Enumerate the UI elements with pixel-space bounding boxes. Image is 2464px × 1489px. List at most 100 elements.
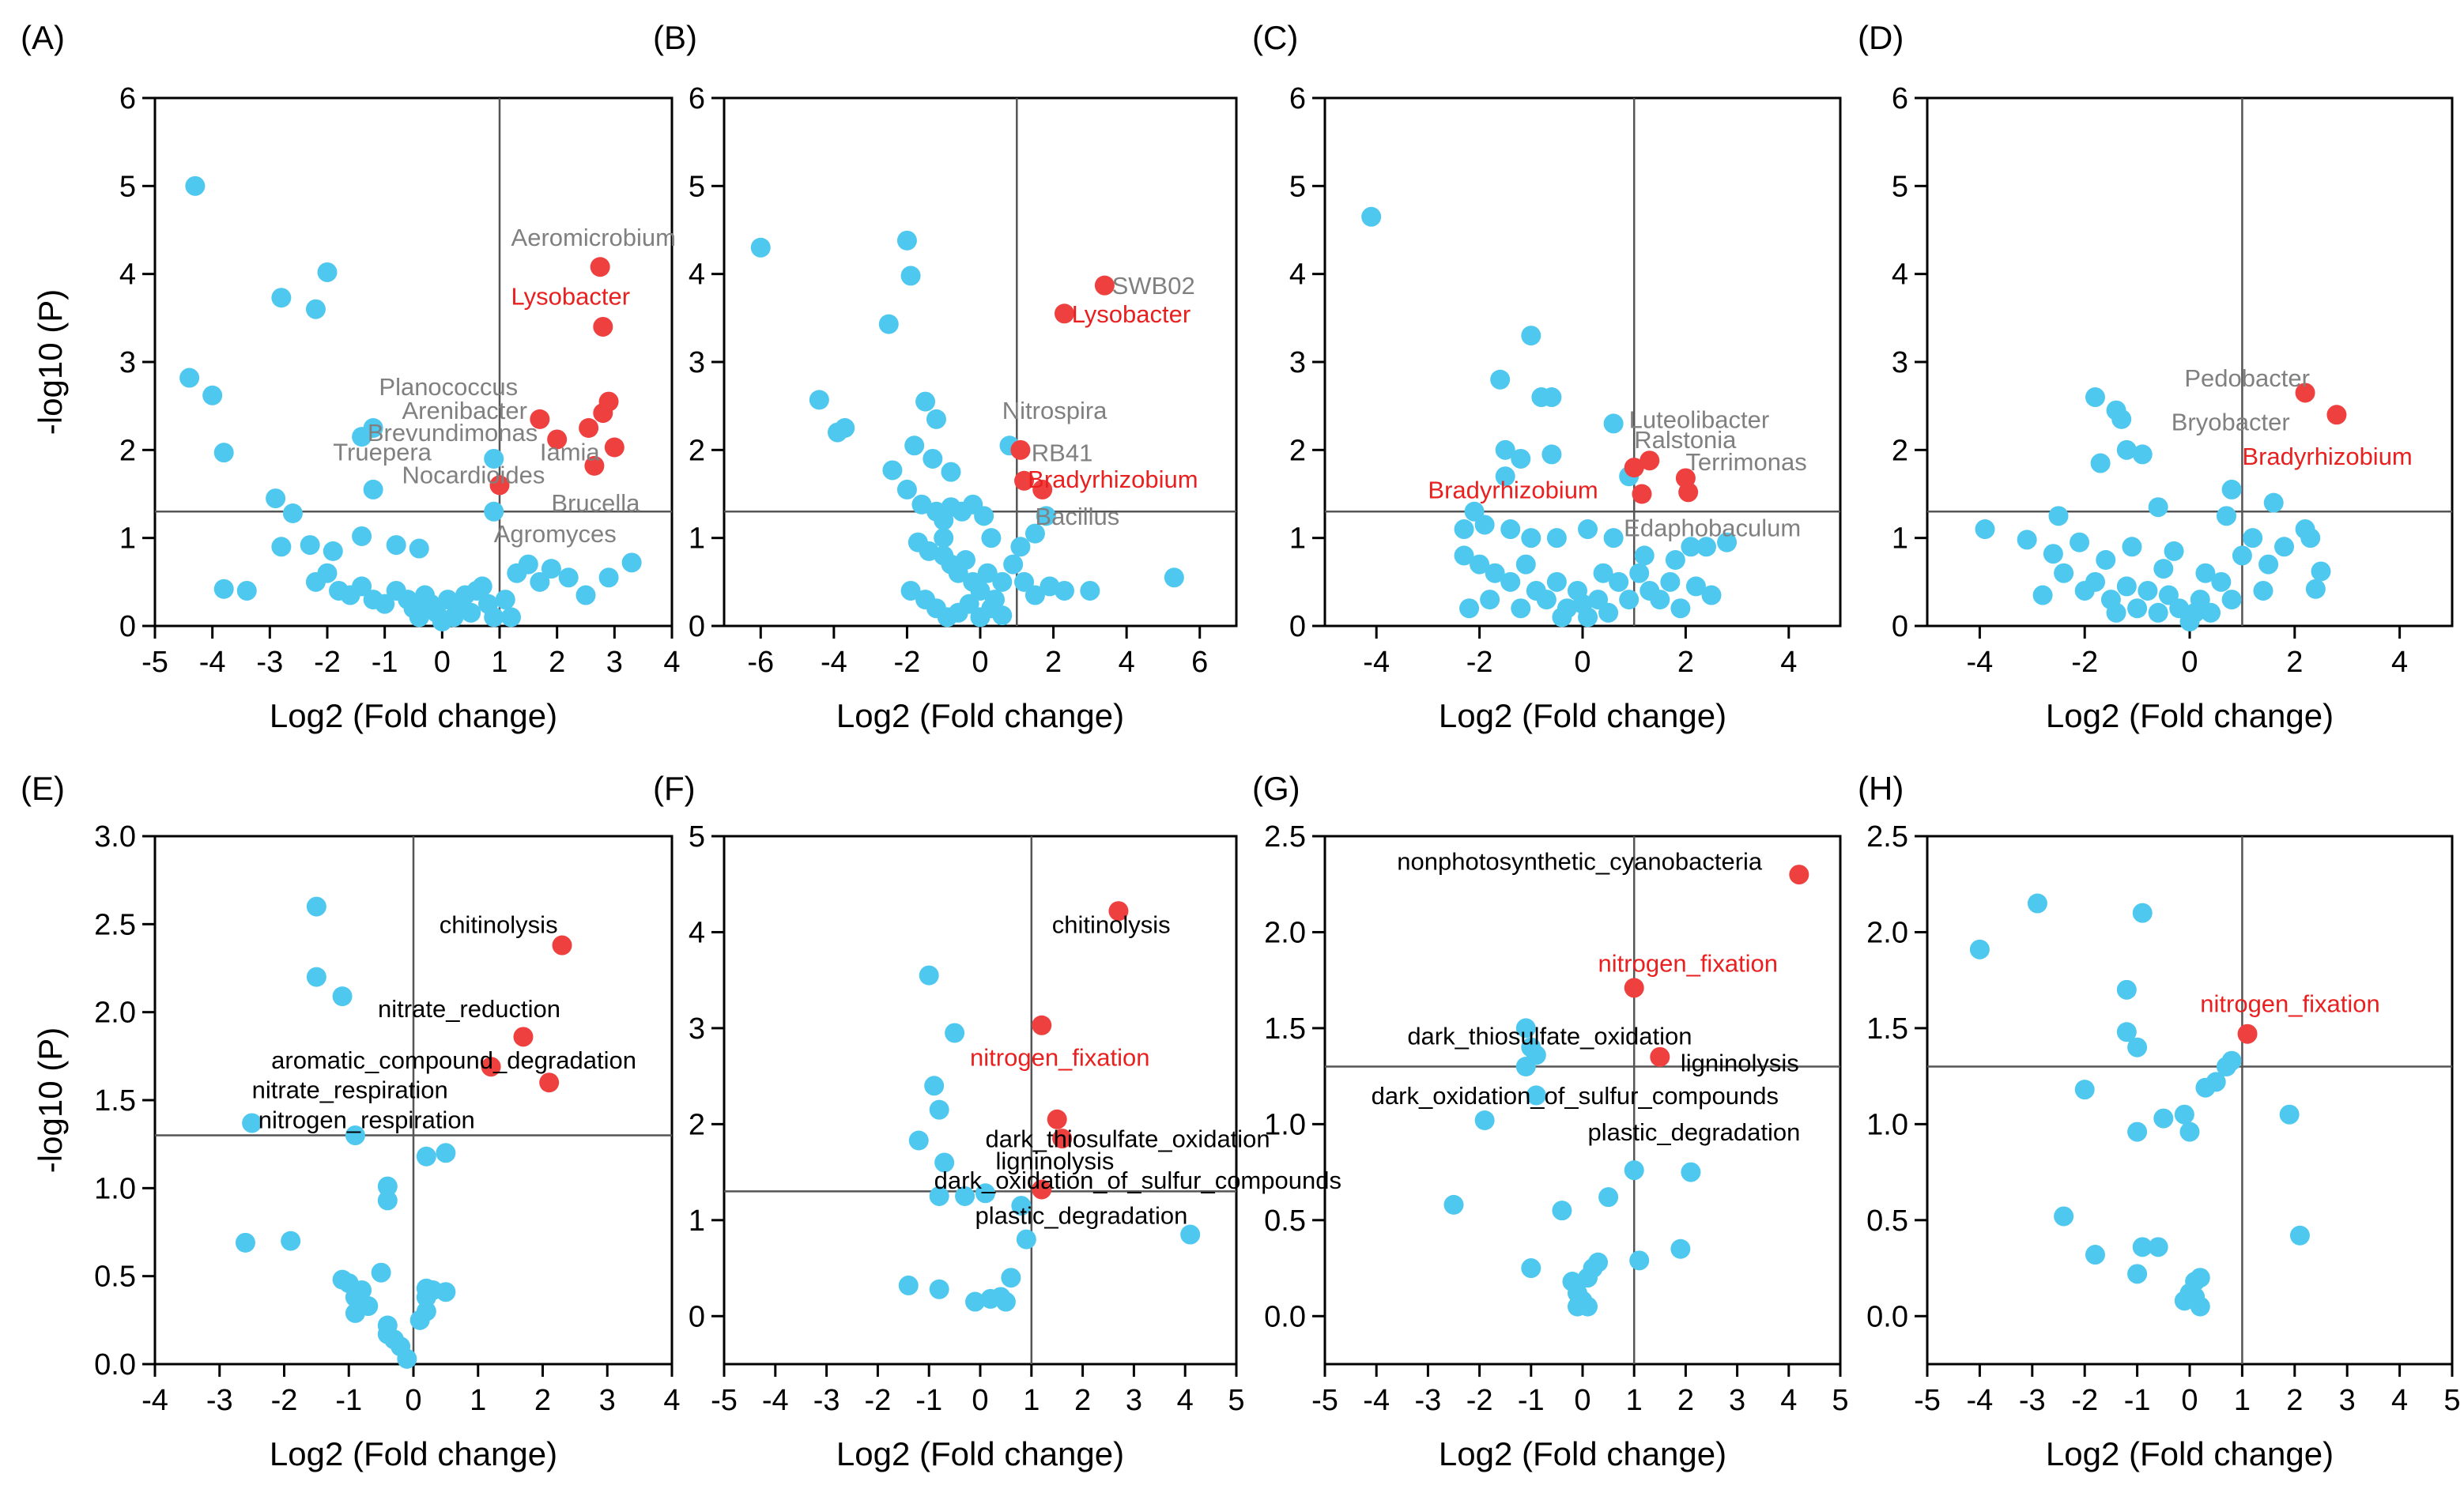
data-point-nonsignificant [977,563,998,583]
x-tick-label: 4 [1119,646,1135,679]
data-point-nonsignificant [975,1183,995,1204]
x-tick-label: 2 [534,1384,551,1417]
panel-letter: (B) [653,19,697,56]
data-point-nonsignificant [2153,559,2174,579]
data-point-nonsignificant [1443,1194,1464,1215]
x-tick-label: 3 [599,1384,616,1417]
data-point-nonsignificant [1670,1238,1691,1259]
data-point-nonsignificant [484,448,504,469]
data-point-significant [530,409,550,429]
x-tick-label: -5 [142,646,168,679]
data-point-nonsignificant [2085,571,2105,592]
data-point-significant [579,418,599,438]
data-point-nonsignificant [934,1152,955,1173]
y-tick-label: 4 [119,258,136,292]
x-tick-label: 2 [1074,1384,1091,1417]
data-point-nonsignificant [1500,571,1521,592]
data-point-nonsignificant [2085,1245,2105,1265]
data-point-nonsignificant [300,535,320,556]
data-point-nonsignificant [472,576,492,597]
data-point-nonsignificant [2116,979,2137,1000]
x-tick-label: -2 [1466,646,1493,679]
data-point-nonsignificant [1660,571,1681,592]
data-point-nonsignificant [1685,576,1706,597]
data-point-nonsignificant [934,528,954,548]
y-tick-label: 6 [119,82,136,115]
data-point-nonsignificant [995,1291,1016,1312]
x-tick-label: 3 [2339,1384,2356,1417]
y-tick-label: 5 [1892,170,1908,203]
x-tick-label: -3 [206,1384,233,1417]
data-point-nonsignificant [882,460,903,481]
y-tick-label: 3 [689,1012,705,1046]
data-point-significant [1789,865,1809,885]
data-point-significant [552,935,572,956]
data-point-nonsignificant [1665,550,1685,570]
data-point-nonsignificant [306,896,326,917]
panel-h: (H) -5 -4 -3 -2 -1 0 1 2 3 4 5 0.0 0.5 1.0 1.5 2.0 2.5 Log… [1858,770,2461,1472]
plot-frame [1926,96,2454,628]
data-point-nonsignificant [558,567,579,588]
point-label: dark_thiosulfate_oxidation [985,1125,1270,1153]
data-point-nonsignificant [915,391,936,412]
x-tick-label: -3 [813,1384,840,1417]
y-tick-label: 5 [1289,170,1306,203]
y-tick-label: 3 [119,346,136,379]
data-point-nonsignificant [959,594,979,614]
point-label: plastic_degradation [1588,1118,1801,1146]
data-point-nonsignificant [900,580,921,601]
point-label: Nitrospira [1002,397,1107,424]
data-point-nonsignificant [436,1282,456,1302]
data-point-nonsignificant [1521,326,1541,346]
x-tick-label: 0 [434,646,451,679]
data-point-nonsignificant [415,585,436,605]
point-label: Edaphobaculum [1624,514,1801,541]
x-tick-label: 4 [2391,1384,2408,1417]
x-tick-label: 1 [491,646,508,679]
data-point-nonsignificant [1515,1018,1536,1039]
data-point-nonsignificant [1016,1229,1036,1250]
y-tick-label: 2 [689,434,705,467]
x-tick-label: 2 [2286,1384,2303,1417]
data-point-nonsignificant [371,1262,391,1283]
data-point-nonsignificant [1526,1085,1546,1106]
x-tick-label: 6 [1191,646,1208,679]
data-point-nonsignificant [896,230,917,251]
data-point-nonsignificant [2221,590,2242,610]
point-label: Bryobacter [2172,409,2290,436]
data-point-nonsignificant [213,443,234,463]
data-point-nonsignificant [377,1324,398,1344]
data-point-nonsignificant [992,571,1013,592]
data-point-nonsignificant [1670,598,1691,619]
data-point-nonsignificant [1454,545,1474,566]
point-label: nitrogen_fixation [1598,949,1779,977]
x-tick-label: 2 [1677,1384,1694,1417]
data-point-nonsignificant [1014,571,1035,592]
data-point-nonsignificant [2153,1108,2174,1129]
data-point-nonsignificant [242,1113,262,1133]
data-point-nonsignificant [2279,1104,2300,1125]
point-label: Planococcus [379,373,518,401]
data-point-nonsignificant [363,418,383,438]
y-tick-label: 4 [689,916,705,949]
y-tick-label: 3.0 [94,820,136,854]
y-tick-label: 2.0 [1866,916,1908,949]
data-point-nonsignificant [1500,519,1521,540]
x-tick-label: 5 [1228,1384,1244,1417]
data-point-nonsignificant [1619,590,1640,610]
x-tick-label: 4 [1177,1384,1194,1417]
data-point-nonsignificant [345,1125,365,1146]
panel-d: (D) -4 -2 0 2 4 0 1 2 3 4 5 6 Log2 (Fold change) Pedob… [1858,19,2454,734]
data-point-nonsignificant [2070,532,2090,552]
data-point-nonsignificant [363,479,383,499]
y-tick-label: 0.5 [94,1261,136,1294]
data-point-nonsignificant [955,550,975,570]
data-point-nonsignificant [235,1232,255,1253]
data-point-nonsignificant [1701,585,1722,605]
data-point-nonsignificant [1474,1110,1495,1131]
data-point-nonsignificant [1681,537,1701,557]
y-tick-label: 1.5 [1264,1012,1306,1046]
y-axis-title: -log10 (P) [32,1027,69,1173]
y-tick-label: 0 [689,1300,705,1333]
y-tick-label: 2 [1892,434,1908,467]
